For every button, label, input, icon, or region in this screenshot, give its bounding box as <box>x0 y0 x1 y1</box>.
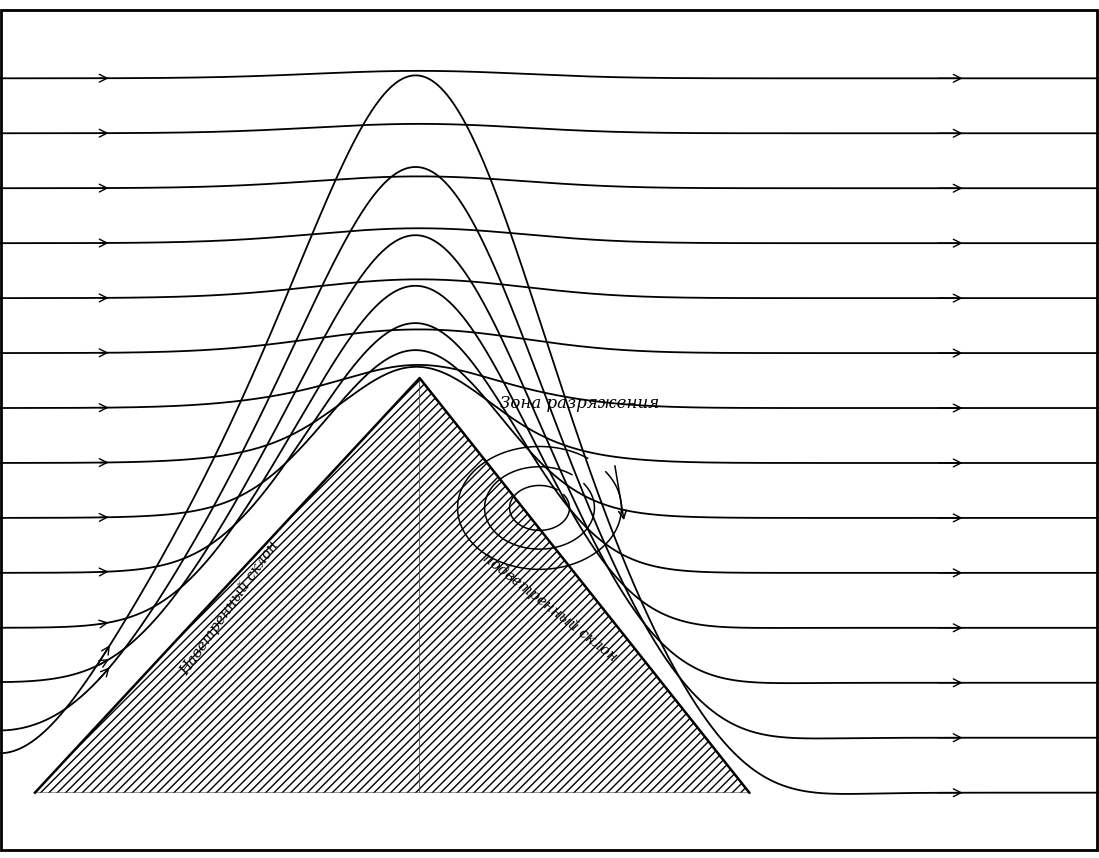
Text: Наветренный склон: Наветренный склон <box>178 538 281 678</box>
Polygon shape <box>420 378 750 793</box>
Polygon shape <box>35 378 420 793</box>
Text: подветренный склон: подветренный склон <box>479 551 620 665</box>
Polygon shape <box>35 378 750 793</box>
Text: Зона разряжения: Зона разряжения <box>500 395 659 412</box>
